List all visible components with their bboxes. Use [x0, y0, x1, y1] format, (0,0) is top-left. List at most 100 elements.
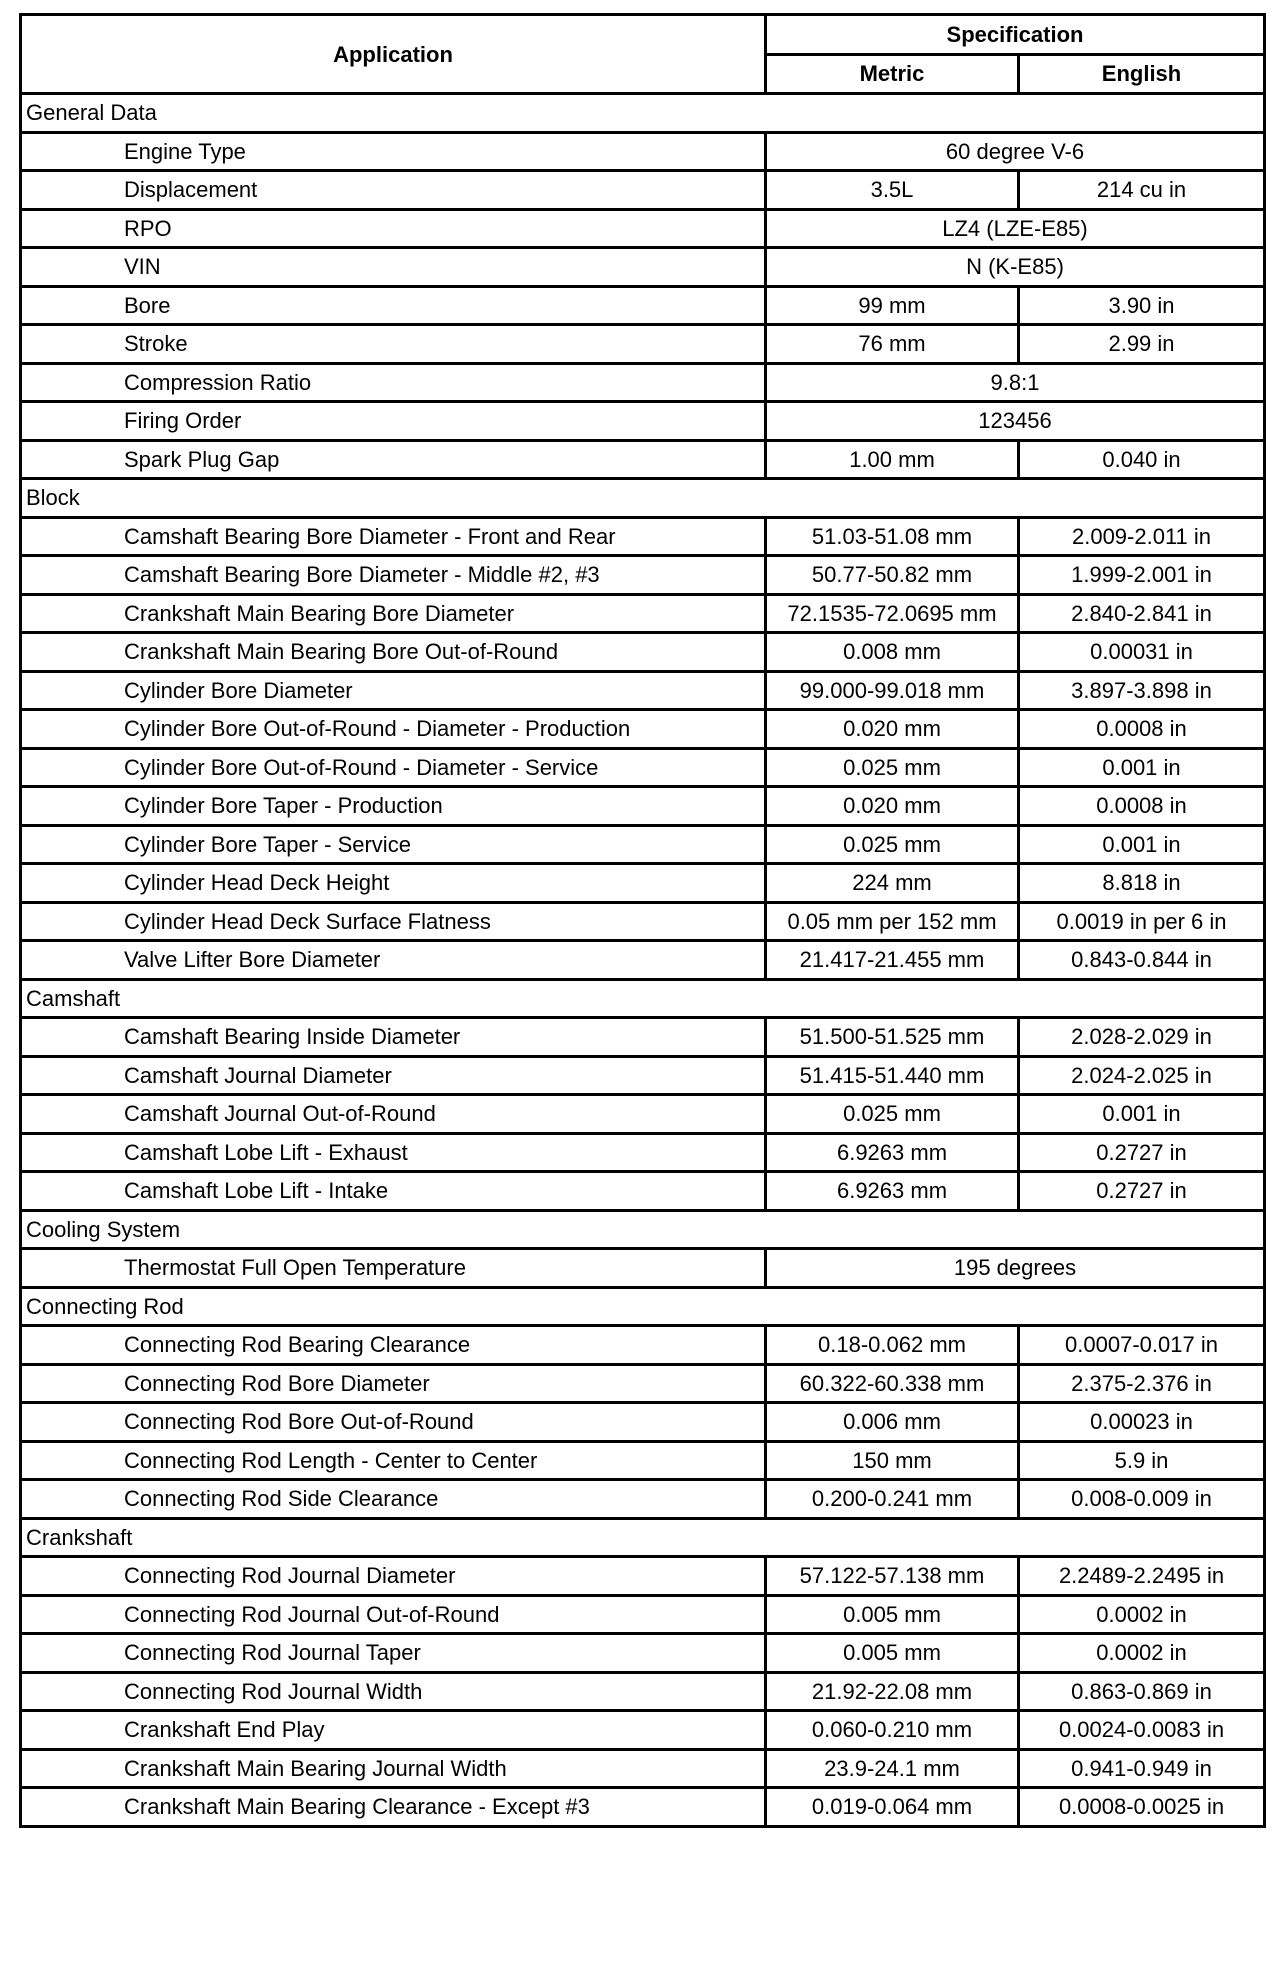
specification-cell: 9.8:1 [763, 361, 1267, 403]
table-row: RPO LZ4 (LZE-E85) [19, 207, 1267, 249]
table-row: VIN N (K-E85) [19, 246, 1267, 288]
table-row: Connecting Rod Journal Width 21.92-22.08 … [19, 1670, 1267, 1712]
english-cell: 0.0019 in per 6 in [1016, 900, 1267, 942]
metric-cell: 0.005 mm [764, 1632, 1020, 1674]
metric-cell: 57.122-57.138 mm [764, 1555, 1020, 1597]
english-cell: 0.2727 in [1016, 1131, 1267, 1173]
metric-cell: 0.019-0.064 mm [764, 1786, 1020, 1828]
section-row: Camshaft [18, 977, 1267, 1019]
application-cell: Engine Type [19, 130, 767, 172]
table-row: Camshaft Lobe Lift - Exhaust 6.9263 mm 0.2… [19, 1131, 1267, 1173]
table-row: Firing Order 123456 [19, 400, 1267, 442]
english-cell: 0.001 in [1016, 1093, 1267, 1135]
metric-cell: 6.9263 mm [764, 1131, 1020, 1173]
application-cell: Cylinder Head Deck Surface Flatness [19, 900, 767, 942]
application-cell: Thermostat Full Open Temperature [19, 1247, 767, 1289]
application-cell: Connecting Rod Side Clearance [19, 1478, 767, 1520]
section-title: General Data [18, 92, 1267, 134]
english-cell: 0.040 in [1016, 438, 1267, 480]
metric-cell: 1.00 mm [764, 438, 1020, 480]
english-cell: 0.0024-0.0083 in [1016, 1709, 1267, 1751]
metric-cell: 3.5L [764, 169, 1020, 211]
metric-cell: 76 mm [764, 323, 1020, 365]
table-row: Crankshaft Main Bearing Bore Diameter 72.… [19, 592, 1267, 634]
application-cell: Firing Order [19, 400, 767, 442]
english-cell: 0.0002 in [1016, 1632, 1267, 1674]
metric-cell: 23.9-24.1 mm [764, 1747, 1020, 1789]
application-cell: Displacement [19, 169, 767, 211]
metric-cell: 0.025 mm [764, 746, 1020, 788]
table-row: Connecting Rod Length - Center to Center… [19, 1439, 1267, 1481]
application-cell: Connecting Rod Journal Diameter [19, 1555, 767, 1597]
application-cell: Crankshaft End Play [19, 1709, 767, 1751]
table-row: Connecting Rod Side Clearance 0.200-0.241… [19, 1478, 1267, 1520]
english-cell: 0.0008 in [1016, 785, 1267, 827]
application-cell: Camshaft Lobe Lift - Intake [19, 1170, 767, 1212]
table-row: Spark Plug Gap 1.00 mm 0.040 in [19, 438, 1267, 480]
table-row: Compression Ratio 9.8:1 [19, 361, 1267, 403]
metric-cell: 0.005 mm [764, 1593, 1020, 1635]
application-cell: Cylinder Bore Out-of-Round - Diameter - … [19, 746, 767, 788]
section-row: Cooling System [18, 1208, 1267, 1250]
english-cell: 0.0008-0.0025 in [1016, 1786, 1267, 1828]
application-cell: Crankshaft Main Bearing Journal Width [19, 1747, 767, 1789]
table-row: Cylinder Bore Taper - Production 0.020 mm… [19, 785, 1267, 827]
table-header: Application Specification Metric English [19, 13, 1267, 95]
table-row: Connecting Rod Bearing Clearance 0.18-0.0… [19, 1324, 1267, 1366]
application-cell: Bore [19, 284, 767, 326]
english-cell: 2.840-2.841 in [1016, 592, 1267, 634]
table-row: Stroke 76 mm 2.99 in [19, 323, 1267, 365]
english-cell: 0.941-0.949 in [1016, 1747, 1267, 1789]
metric-cell: 0.008 mm [764, 631, 1020, 673]
table-row: Cylinder Head Deck Surface Flatness 0.05 … [19, 900, 1267, 942]
metric-cell: 0.020 mm [764, 785, 1020, 827]
metric-cell: 0.200-0.241 mm [764, 1478, 1020, 1520]
table-row: Camshaft Bearing Inside Diameter 51.500-5… [19, 1016, 1267, 1058]
metric-cell: 150 mm [764, 1439, 1020, 1481]
application-cell: Camshaft Bearing Inside Diameter [19, 1016, 767, 1058]
metric-cell: 6.9263 mm [764, 1170, 1020, 1212]
application-cell: Valve Lifter Bore Diameter [19, 939, 767, 981]
application-cell: Connecting Rod Journal Out-of-Round [19, 1593, 767, 1635]
table-row: Connecting Rod Journal Taper 0.005 mm 0.00… [19, 1632, 1267, 1674]
table-row: Valve Lifter Bore Diameter 21.417-21.455 … [19, 939, 1267, 981]
section-title: Cooling System [18, 1208, 1267, 1250]
table-row: Camshaft Journal Out-of-Round 0.025 mm 0.0… [19, 1093, 1267, 1135]
specification-cell: 195 degrees [763, 1247, 1267, 1289]
english-cell: 0.2727 in [1016, 1170, 1267, 1212]
english-cell: 0.00023 in [1016, 1401, 1267, 1443]
table-row: Connecting Rod Journal Diameter 57.122-57… [19, 1555, 1267, 1597]
english-cell: 214 cu in [1016, 169, 1267, 211]
application-cell: Connecting Rod Journal Width [19, 1670, 767, 1712]
english-cell: 0.0002 in [1016, 1593, 1267, 1635]
english-cell: 2.2489-2.2495 in [1016, 1555, 1267, 1597]
english-cell: 0.0008 in [1016, 708, 1267, 750]
english-cell: 2.99 in [1016, 323, 1267, 365]
table-row: Engine Type 60 degree V-6 [19, 130, 1267, 172]
english-cell: 0.843-0.844 in [1016, 939, 1267, 981]
english-cell: 5.9 in [1016, 1439, 1267, 1481]
table-row: Camshaft Bearing Bore Diameter - Front a… [19, 515, 1267, 557]
table-row: Camshaft Lobe Lift - Intake 6.9263 mm 0.27… [19, 1170, 1267, 1212]
english-cell: 8.818 in [1016, 862, 1267, 904]
application-cell: Camshaft Bearing Bore Diameter - Front a… [19, 515, 767, 557]
metric-cell: 0.025 mm [764, 1093, 1020, 1135]
english-cell: 0.008-0.009 in [1016, 1478, 1267, 1520]
specifications-table: Application Specification Metric English… [18, 13, 1267, 1828]
table-row: Crankshaft Main Bearing Bore Out-of-Roun… [19, 631, 1267, 673]
table-row: Crankshaft Main Bearing Clearance - Exce… [19, 1786, 1267, 1828]
application-header: Application [19, 13, 767, 95]
application-cell: Compression Ratio [19, 361, 767, 403]
application-cell: Crankshaft Main Bearing Bore Out-of-Roun… [19, 631, 767, 673]
english-cell: 2.028-2.029 in [1016, 1016, 1267, 1058]
application-cell: Crankshaft Main Bearing Clearance - Exce… [19, 1786, 767, 1828]
specification-header: Specification [763, 13, 1267, 56]
table-row: Camshaft Bearing Bore Diameter - Middle … [19, 554, 1267, 596]
english-cell: 3.90 in [1016, 284, 1267, 326]
english-header: English [1016, 52, 1267, 95]
metric-cell: 51.415-51.440 mm [764, 1054, 1020, 1096]
specification-cell: LZ4 (LZE-E85) [763, 207, 1267, 249]
table-row: Displacement 3.5L 214 cu in [19, 169, 1267, 211]
table-row: Connecting Rod Bore Out-of-Round 0.006 mm… [19, 1401, 1267, 1443]
application-cell: Cylinder Bore Taper - Service [19, 823, 767, 865]
